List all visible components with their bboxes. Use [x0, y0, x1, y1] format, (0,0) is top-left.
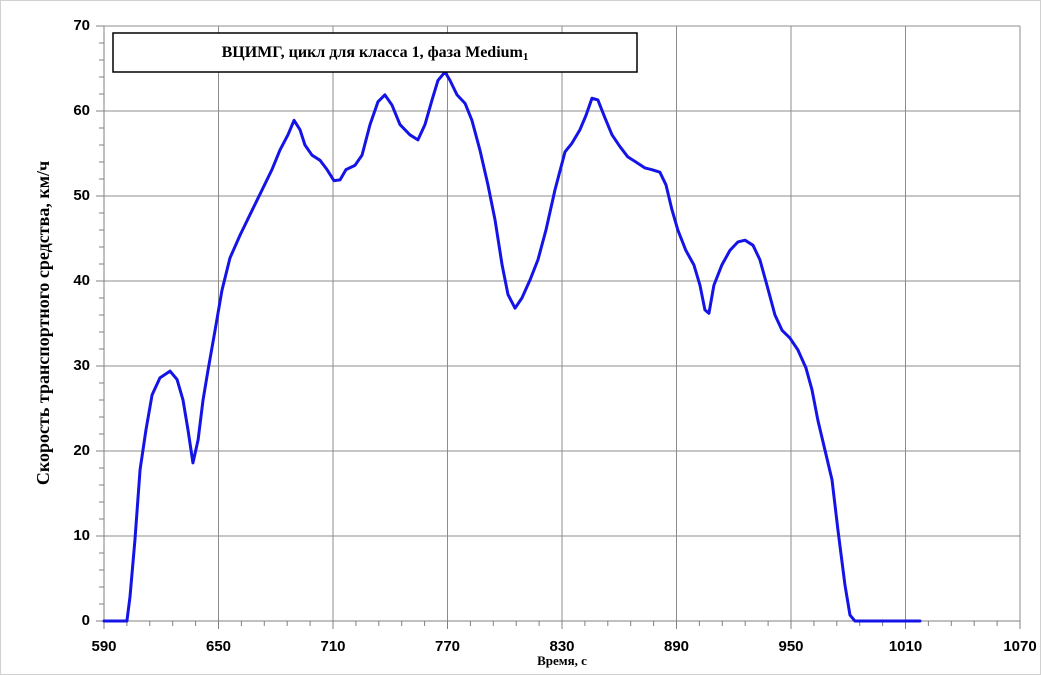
title-subscript: 1 [523, 51, 529, 63]
plot-area: 0 10 20 30 40 50 60 70 590 650 710 770 830 890 950 1010… [73, 17, 1036, 655]
title-main: ВЦИМГ, цикл для класса 1, фаза Medium [222, 44, 524, 61]
y-tick-label: 50 [73, 187, 90, 204]
x-tick-label: 710 [320, 638, 345, 655]
x-tick-label: 950 [778, 638, 803, 655]
y-tick-label: 60 [73, 102, 90, 119]
y-tick-label: 10 [73, 527, 90, 544]
chart-title: ВЦИМГ, цикл для класса 1, фаза Medium1 [222, 44, 529, 63]
y-tick-label: 30 [73, 357, 90, 374]
y-tick-label: 70 [73, 17, 90, 34]
y-tick-label: 0 [82, 612, 90, 629]
data-line [102, 70, 922, 623]
x-tick-label: 1070 [1003, 638, 1036, 655]
x-tick-label: 1010 [889, 638, 922, 655]
y-axis-label: Скорость транспортного средства, км/ч [33, 161, 53, 485]
x-tick-label: 830 [549, 638, 574, 655]
x-axis-label: Время, с [537, 653, 587, 668]
title-box [112, 32, 638, 73]
x-tick-label: 890 [664, 638, 689, 655]
y-tick-label: 20 [73, 442, 90, 459]
x-tick-label: 590 [91, 638, 116, 655]
x-tick-label: 650 [206, 638, 231, 655]
y-tick-label: 40 [73, 272, 90, 289]
x-tick-label: 770 [435, 638, 460, 655]
